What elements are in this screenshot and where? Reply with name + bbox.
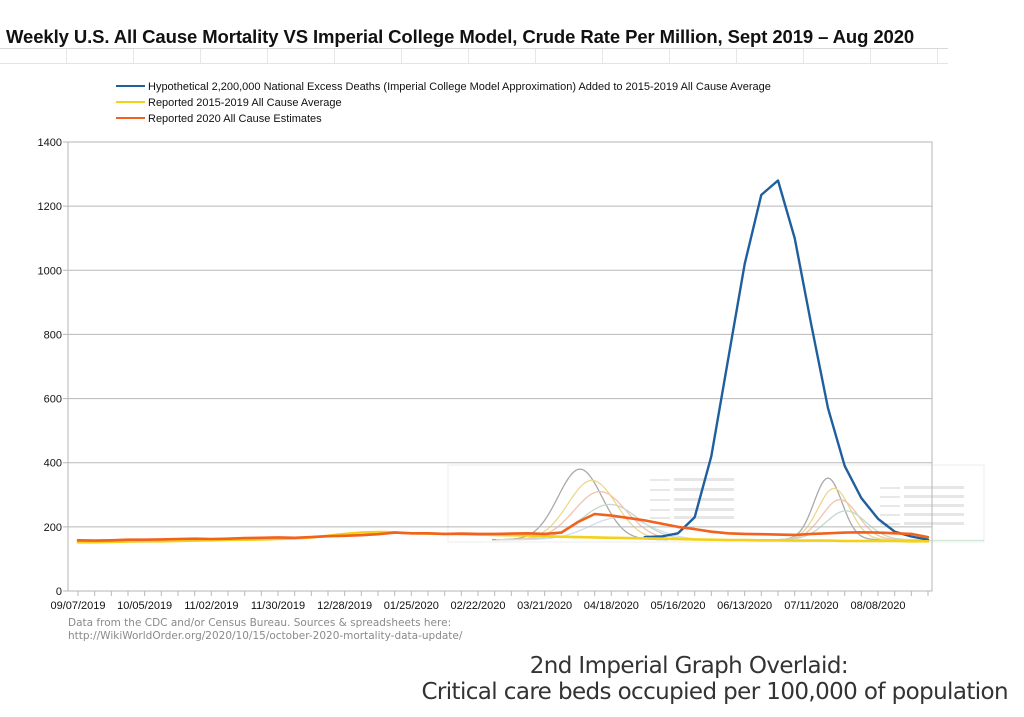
x-tick-label: 01/25/2020 bbox=[384, 600, 439, 612]
x-tick-label: 08/08/2020 bbox=[850, 600, 905, 612]
overlay-legend-text-smudge bbox=[674, 516, 734, 519]
overlay-legend-text-smudge bbox=[674, 488, 734, 491]
overlay-curve bbox=[771, 477, 885, 541]
x-tick-label: 11/02/2019 bbox=[184, 600, 238, 612]
legend-label: Hypothetical 2,200,000 National Excess D… bbox=[148, 81, 771, 93]
overlay-caption-subtitle: Critical care beds occupied per 100,000 … bbox=[421, 679, 1008, 705]
y-tick-label: 1400 bbox=[38, 137, 62, 149]
x-axis: 09/07/2019 10/05/2019 11/02/2019 11/30/2019… bbox=[50, 591, 929, 612]
legend-label: Reported 2015-2019 All Cause Average bbox=[148, 97, 342, 109]
overlay-legend-text-smudge bbox=[904, 513, 964, 516]
x-tick-label: 05/16/2020 bbox=[650, 600, 705, 612]
source-note: Data from the CDC and/or Census Bureau. … bbox=[68, 617, 452, 629]
y-tick-label: 1200 bbox=[38, 201, 62, 213]
overlay-frame bbox=[447, 464, 985, 543]
legend-label: Reported 2020 All Cause Estimates bbox=[148, 113, 322, 125]
legend: Hypothetical 2,200,000 National Excess D… bbox=[116, 81, 771, 125]
overlay-legend-text-smudge bbox=[904, 504, 964, 507]
overlay-caption-title: 2nd Imperial Graph Overlaid: bbox=[529, 653, 849, 679]
y-tick-label: 400 bbox=[44, 458, 62, 470]
y-tick-label: 200 bbox=[44, 522, 62, 534]
y-tick-label: 600 bbox=[44, 394, 62, 406]
series-line-3 bbox=[76, 512, 930, 542]
x-tick-label: 10/05/2019 bbox=[117, 600, 172, 612]
x-tick-label: 09/07/2019 bbox=[50, 600, 105, 612]
source-url: http://WikiWorldOrder.org/2020/10/15/oct… bbox=[68, 630, 463, 642]
series-lines bbox=[76, 179, 930, 544]
y-tick-label: 1000 bbox=[38, 265, 62, 277]
x-tick-label: 03/21/2020 bbox=[517, 600, 572, 612]
overlay-legend-text-smudge bbox=[904, 495, 964, 498]
overlay-legend-text-smudge bbox=[904, 522, 964, 525]
overlay-legend-text-smudge bbox=[904, 486, 964, 489]
title-divider bbox=[0, 48, 948, 64]
y-tick-label: 0 bbox=[56, 586, 62, 598]
x-tick-label: 02/22/2020 bbox=[450, 600, 505, 612]
overlay-legend-text-smudge bbox=[674, 498, 734, 501]
series-line-1 bbox=[643, 179, 930, 541]
x-tick-label: 11/30/2019 bbox=[251, 600, 305, 612]
x-tick-label: 04/18/2020 bbox=[584, 600, 639, 612]
overlay-curve bbox=[766, 510, 926, 541]
page-title: Weekly U.S. All Cause Mortality VS Imper… bbox=[6, 26, 915, 47]
imperial-overlay-graph bbox=[447, 464, 985, 543]
y-gridlines bbox=[68, 141, 932, 592]
x-tick-label: 07/11/2020 bbox=[784, 600, 838, 612]
plot-area-border bbox=[67, 141, 933, 592]
x-tick-label: 12/28/2019 bbox=[317, 600, 372, 612]
y-tick-label: 800 bbox=[44, 329, 62, 341]
x-tick-label: 06/13/2020 bbox=[717, 600, 772, 612]
y-axis: 0 200 400 600 800 1000 1200 1400 bbox=[38, 137, 68, 598]
overlay-legend-text-smudge bbox=[674, 508, 734, 511]
